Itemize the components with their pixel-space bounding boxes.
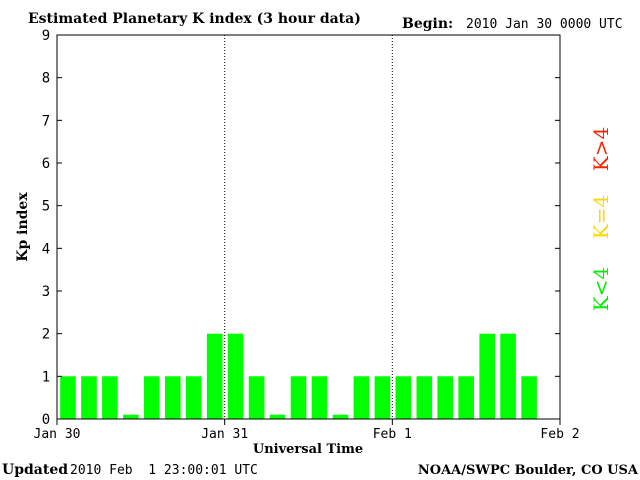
legend-k-equal-4: K=4	[589, 195, 613, 239]
y-tick-label: 5	[42, 199, 50, 215]
y-tick-label: 9	[42, 28, 50, 44]
kp-bar	[206, 333, 223, 419]
kp-bar	[374, 376, 391, 419]
kp-bar	[416, 376, 433, 419]
y-tick-label: 3	[42, 284, 50, 300]
footer-updated-label: Updated	[2, 462, 68, 478]
y-tick-label: 6	[42, 156, 50, 172]
kp-bar	[185, 376, 202, 419]
x-axis-label: Universal Time	[253, 442, 363, 457]
y-tick-label: 0	[42, 412, 50, 428]
x-ticks: Jan 30 Jan 31 Feb 1 Feb 2	[34, 419, 580, 442]
chart-title: Estimated Planetary K index (3 hour data…	[28, 11, 361, 27]
kp-bar	[311, 376, 328, 419]
kp-bar	[248, 376, 265, 419]
kp-bar	[521, 376, 537, 419]
kp-bar	[60, 376, 76, 419]
kp-bar	[479, 333, 495, 419]
kp-bar	[353, 376, 370, 419]
kp-bar	[81, 376, 97, 419]
kp-bar	[269, 414, 286, 419]
y-tick-label: 7	[42, 113, 50, 129]
begin-value: 2010 Jan 30 0000 UTC	[466, 17, 623, 32]
y-axis-label: Kp index	[15, 192, 31, 262]
y-tick-label: 1	[42, 369, 50, 385]
bars-group	[60, 333, 537, 419]
kp-bar	[144, 376, 160, 419]
x-tick-label: Feb 2	[540, 427, 579, 442]
kp-bar	[290, 376, 307, 419]
kp-bar	[458, 376, 474, 419]
kp-bar	[395, 376, 412, 419]
kp-bar	[332, 414, 349, 419]
plot-frame	[56, 34, 561, 420]
kp-bar	[123, 414, 139, 419]
legend-k-greater-4: K>4	[589, 127, 613, 171]
kp-bar	[165, 376, 181, 419]
y-tick-label: 8	[42, 71, 50, 87]
footer-credit: NOAA/SWPC Boulder, CO USA	[418, 463, 639, 478]
y-tick-label: 4	[42, 241, 50, 257]
legend-k-less-4: K<4	[589, 267, 613, 311]
begin-label: Begin:	[402, 16, 453, 32]
kp-bar	[437, 376, 453, 419]
footer-updated-value: 2010 Feb 1 23:00:01 UTC	[70, 463, 258, 478]
y-tick-label: 2	[42, 327, 50, 343]
day-separators	[224, 35, 393, 419]
y-ticks: 0 1 2 3 4 5 6 7 8 9	[42, 28, 560, 428]
kp-bar	[500, 333, 516, 419]
x-tick-label: Jan 31	[201, 427, 248, 442]
x-tick-label: Jan 30	[34, 427, 81, 442]
kp-bar	[102, 376, 118, 419]
x-tick-label: Feb 1	[373, 427, 412, 442]
kp-bar	[227, 333, 244, 419]
